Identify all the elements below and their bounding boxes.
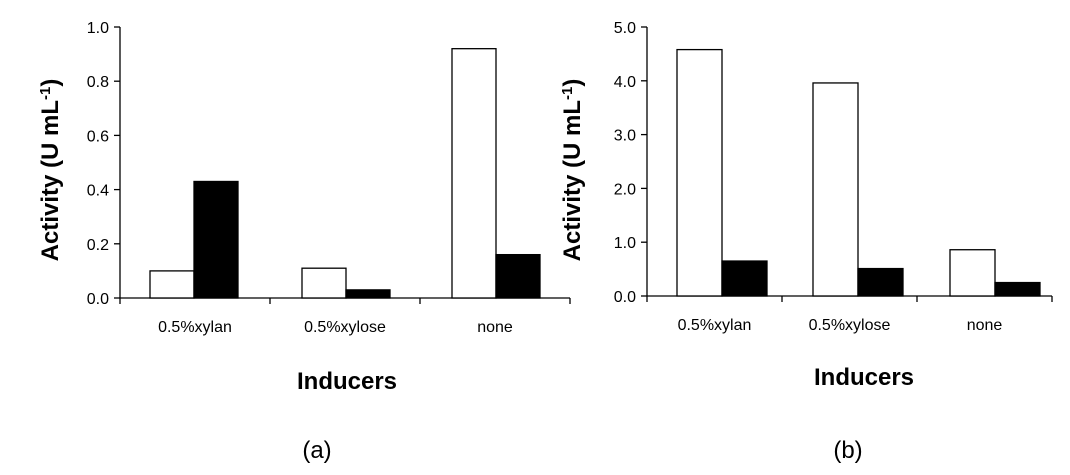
chart-tick-labels: 0.0 1.0 2.0 3.0 4.0 5.0 0.5%xylan 0.5%xylose non… [614, 20, 1003, 334]
bar [193, 180, 239, 299]
chart-panel-b: 0.0 1.0 2.0 3.0 4.0 5.0 0.5%xylan 0.5%xylose non… [559, 20, 1053, 464]
x-tick-label: none [967, 317, 1003, 334]
y-tick-label: 1.0 [614, 235, 636, 252]
y-tick-label: 0.6 [87, 128, 109, 145]
y-axis-title-superscript: -1 [559, 87, 576, 100]
bar [495, 253, 541, 299]
chart-panel-a: 0.0 0.2 0.4 0.6 0.8 1.0 0.5%xylan 0.5%xylose non… [37, 20, 571, 464]
chart-tick-labels: 0.0 0.2 0.4 0.6 0.8 1.0 0.5%xylan 0.5%xylose non… [87, 20, 513, 336]
y-axis-title-superscript: -1 [37, 87, 54, 100]
bar [676, 48, 723, 297]
y-tick-label: 3.0 [614, 128, 636, 145]
y-axis-title: Activity (U mL-1) [37, 79, 65, 262]
bar [301, 267, 347, 299]
y-tick-label: 1.0 [87, 20, 109, 37]
x-tick-label: none [477, 319, 513, 336]
y-tick-label: 0.8 [87, 74, 109, 91]
bar [345, 289, 391, 299]
y-tick-label: 0.4 [87, 183, 109, 200]
y-tick-label: 0.2 [87, 237, 109, 254]
chart-bars [676, 48, 1041, 297]
panel-label: (b) [833, 437, 862, 464]
y-tick-label: 2.0 [614, 181, 636, 198]
y-tick-label: 0.0 [614, 289, 636, 306]
bar [994, 281, 1041, 297]
y-tick-label: 0.0 [87, 291, 109, 308]
y-axis-title-close: ) [559, 79, 586, 87]
x-tick-label: 0.5%xylan [678, 317, 752, 334]
x-tick-label: 0.5%xylan [158, 319, 232, 336]
bar [949, 249, 996, 297]
y-axis-title-text: Activity (U mL [37, 100, 64, 261]
x-axis-title: Inducers [814, 364, 914, 391]
y-tick-label: 4.0 [614, 74, 636, 91]
bar [857, 267, 904, 297]
bar [721, 260, 768, 297]
bar [812, 82, 859, 297]
chart-bars [149, 48, 541, 299]
x-tick-label: 0.5%xylose [809, 317, 891, 334]
bar [451, 48, 497, 299]
x-tick-label: 0.5%xylose [304, 319, 386, 336]
y-axis-title-close: ) [37, 79, 64, 87]
panel-label: (a) [302, 437, 331, 464]
bar [149, 270, 195, 299]
y-axis-title: Activity (U mL-1) [559, 79, 587, 262]
x-axis-title: Inducers [297, 368, 397, 395]
y-tick-label: 5.0 [614, 20, 636, 37]
y-axis-title-text: Activity (U mL [559, 100, 586, 261]
